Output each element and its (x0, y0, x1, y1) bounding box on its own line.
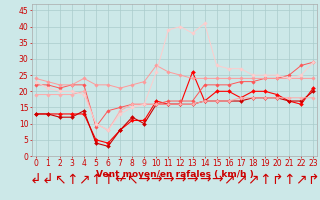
X-axis label: Vent moyen/en rafales ( km/h ): Vent moyen/en rafales ( km/h ) (96, 170, 253, 179)
